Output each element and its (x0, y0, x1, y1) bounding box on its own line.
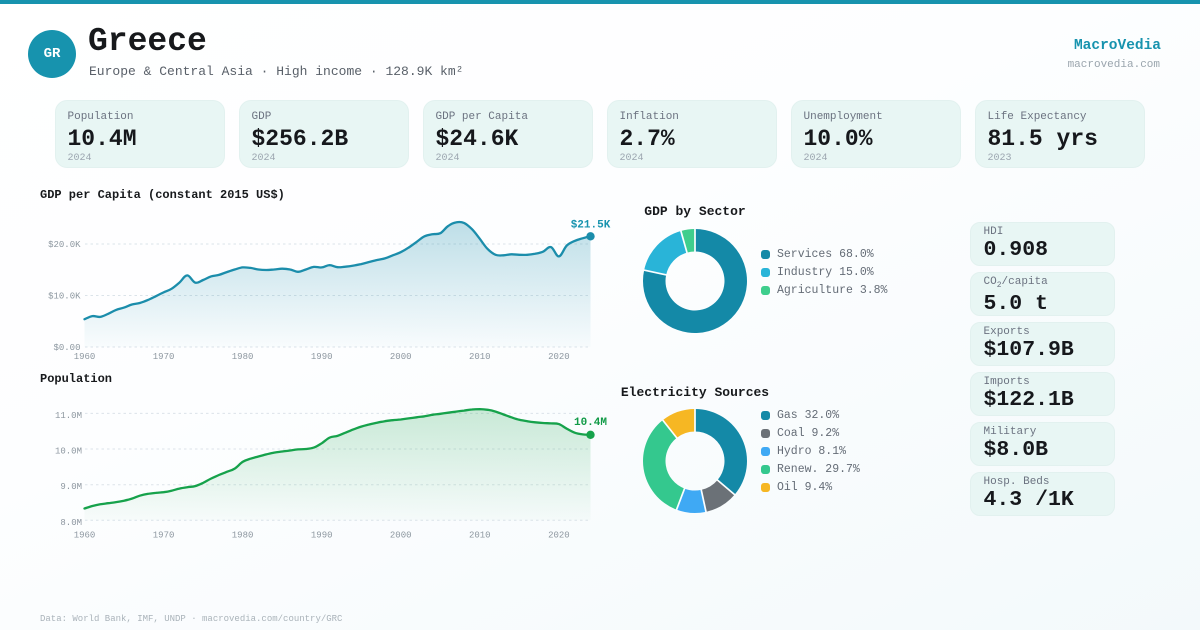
svg-text:2020: 2020 (548, 531, 570, 541)
svg-text:8.0M: 8.0M (60, 518, 82, 528)
svg-text:1980: 1980 (232, 531, 254, 541)
svg-text:2020: 2020 (548, 352, 570, 362)
svg-text:2010: 2010 (469, 531, 491, 541)
svg-text:1980: 1980 (232, 352, 254, 362)
svg-text:$10.0K: $10.0K (48, 292, 81, 302)
svg-text:10.0M: 10.0M (55, 447, 82, 457)
svg-text:2000: 2000 (390, 352, 412, 362)
svg-text:$0.00: $0.00 (53, 343, 80, 353)
svg-text:1990: 1990 (311, 531, 333, 541)
svg-text:2000: 2000 (390, 531, 412, 541)
svg-text:10.4M: 10.4M (574, 417, 607, 429)
svg-text:9.0M: 9.0M (60, 482, 82, 492)
svg-text:1970: 1970 (153, 352, 175, 362)
svg-text:$21.5K: $21.5K (571, 220, 611, 232)
svg-text:1970: 1970 (153, 531, 175, 541)
svg-text:1990: 1990 (311, 352, 333, 362)
svg-text:1960: 1960 (74, 531, 96, 541)
svg-text:$20.0K: $20.0K (48, 240, 81, 250)
svg-text:11.0M: 11.0M (55, 411, 82, 421)
svg-text:2010: 2010 (469, 352, 491, 362)
svg-text:1960: 1960 (74, 352, 96, 362)
